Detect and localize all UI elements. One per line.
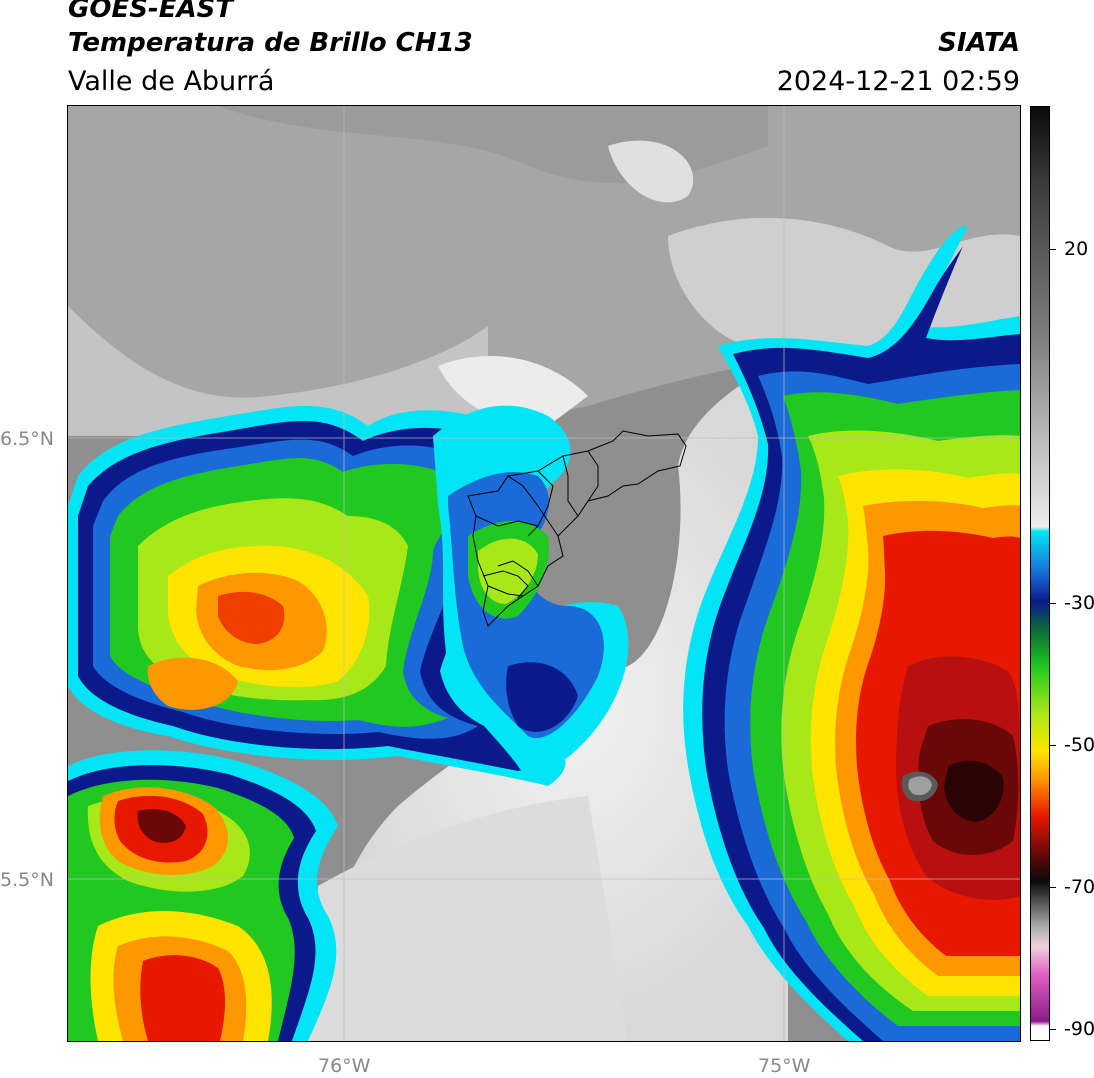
colorbar-tick [1050, 1029, 1056, 1030]
colorbar [1030, 106, 1050, 1041]
lon-label-75w: 75°W [758, 1055, 811, 1077]
right-convective-cluster [683, 225, 1020, 1041]
colorbar-gradient [1031, 107, 1049, 1040]
colorbar-label-minus50: -50 [1064, 734, 1094, 756]
municipality-boundaries [467, 430, 687, 627]
graticule [68, 106, 1020, 1041]
region-title: Valle de Aburrá [68, 66, 275, 97]
organization-label: SIATA [938, 28, 1020, 58]
lower-left-convective-cluster [68, 750, 338, 1041]
map-imagery [68, 106, 1020, 1041]
colorbar-tick [1050, 887, 1056, 888]
colorbar-tick [1050, 249, 1056, 250]
lon-label-76w: 76°W [318, 1055, 371, 1077]
satellite-title: GOES-EAST [68, 0, 234, 24]
colorbar-tick [1050, 603, 1056, 604]
timestamp-label: 2024-12-21 02:59 [776, 66, 1020, 97]
colorbar-tick [1050, 745, 1056, 746]
brightness-temperature-map [68, 106, 1020, 1041]
colorbar-label-minus70: -70 [1064, 876, 1094, 898]
colorbar-label-20: 20 [1064, 238, 1089, 260]
colorbar-label-minus90: -90 [1064, 1018, 1094, 1040]
lat-label-5-5: 5.5°N [0, 869, 54, 891]
lat-label-6-5: 6.5°N [0, 428, 54, 450]
colorbar-label-minus30: -30 [1064, 592, 1094, 614]
left-convective-cluster [68, 406, 566, 786]
product-title: Temperatura de Brillo CH13 [68, 28, 473, 58]
